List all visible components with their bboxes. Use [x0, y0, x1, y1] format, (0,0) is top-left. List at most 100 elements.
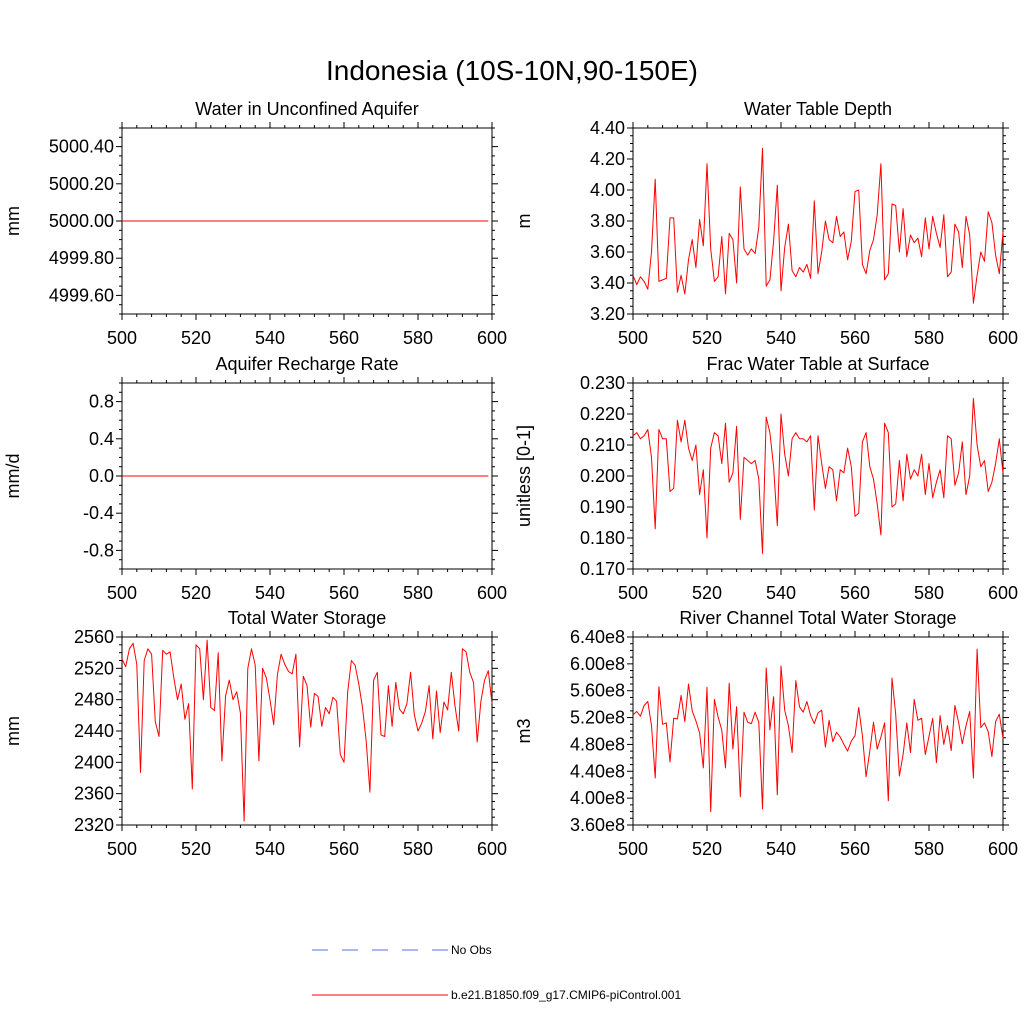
x-tick-label-water-in-unconfined-aquifer: 560: [329, 328, 359, 348]
x-tick-label-water-table-depth: 520: [692, 328, 722, 348]
y-tick-label-water-table-depth: 3.80: [590, 211, 625, 231]
y-tick-label-aquifer-recharge-rate: -0.8: [83, 540, 114, 560]
y-axis-label-water-table-depth: m: [514, 214, 534, 229]
chart-title-aquifer-recharge-rate: Aquifer Recharge Rate: [215, 354, 398, 374]
x-tick-label-total-water-storage: 500: [107, 839, 137, 859]
series-line-river-channel-total-water-storage: [632, 648, 1004, 813]
y-tick-label-frac-water-table-at-surface: 0.230: [580, 373, 625, 393]
chart-title-frac-water-table-at-surface: Frac Water Table at Surface: [706, 354, 929, 374]
y-tick-label-water-table-depth: 4.20: [590, 149, 625, 169]
y-tick-label-river-channel-total-water-storage: 5.20e8: [570, 708, 625, 728]
x-tick-label-river-channel-total-water-storage: 580: [914, 839, 944, 859]
y-tick-label-frac-water-table-at-surface: 0.170: [580, 559, 625, 579]
x-tick-label-aquifer-recharge-rate: 580: [403, 583, 433, 603]
y-axis-label-frac-water-table-at-surface: unitless [0-1]: [514, 425, 534, 527]
y-tick-label-frac-water-table-at-surface: 0.190: [580, 497, 625, 517]
chart-water-table-depth: Water Table Depth m 500 520 540 560 580 600 3.20…: [514, 99, 1018, 348]
y-tick-label-water-in-unconfined-aquifer: 4999.60: [49, 285, 114, 305]
y-tick-label-aquifer-recharge-rate: 0.8: [89, 392, 114, 412]
y-axis-label-total-water-storage: mm: [3, 716, 23, 746]
y-tick-label-water-table-depth: 3.40: [590, 273, 625, 293]
x-tick-label-water-in-unconfined-aquifer: 600: [477, 328, 507, 348]
y-tick-label-total-water-storage: 2480: [74, 690, 114, 710]
y-tick-label-river-channel-total-water-storage: 4.80e8: [570, 734, 625, 754]
legend: No Obs b.e21.B1850.f09_g17.CMIP6-piContr…: [312, 943, 681, 1002]
series-line-frac-water-table-at-surface: [632, 398, 1004, 554]
x-tick-label-frac-water-table-at-surface: 580: [914, 583, 944, 603]
y-tick-label-river-channel-total-water-storage: 6.00e8: [570, 654, 625, 674]
x-tick-label-water-in-unconfined-aquifer: 580: [403, 328, 433, 348]
legend-label-no-obs: No Obs: [451, 943, 492, 957]
y-tick-label-water-in-unconfined-aquifer: 5000.00: [49, 211, 114, 231]
x-tick-label-frac-water-table-at-surface: 600: [988, 583, 1018, 603]
chart-frac-water-table-at-surface: Frac Water Table at Surface unitless [0-1…: [514, 354, 1018, 603]
chart-title-water-table-depth: Water Table Depth: [744, 99, 892, 119]
x-tick-label-river-channel-total-water-storage: 560: [840, 839, 870, 859]
plot-frame-total-water-storage: [121, 636, 493, 826]
page-title: Indonesia (10S-10N,90-150E): [326, 55, 698, 86]
y-tick-label-total-water-storage: 2320: [74, 815, 114, 835]
y-tick-label-water-in-unconfined-aquifer: 4999.80: [49, 248, 114, 268]
x-tick-label-total-water-storage: 560: [329, 839, 359, 859]
chart-river-channel-total-water-storage: River Channel Total Water Storage m3 500 52…: [514, 608, 1018, 859]
y-tick-label-total-water-storage: 2360: [74, 784, 114, 804]
y-tick-label-river-channel-total-water-storage: 4.40e8: [570, 761, 625, 781]
chart-aquifer-recharge-rate: Aquifer Recharge Rate mm/d 500 520 540 560 580…: [3, 354, 507, 603]
x-tick-label-river-channel-total-water-storage: 540: [766, 839, 796, 859]
x-tick-label-water-table-depth: 600: [988, 328, 1018, 348]
x-tick-label-river-channel-total-water-storage: 520: [692, 839, 722, 859]
x-tick-label-water-table-depth: 540: [766, 328, 796, 348]
plot-frame-frac-water-table-at-surface: [632, 382, 1004, 570]
y-tick-label-total-water-storage: 2560: [74, 627, 114, 647]
chart-title-water-in-unconfined-aquifer: Water in Unconfined Aquifer: [195, 99, 418, 119]
y-tick-label-river-channel-total-water-storage: 3.60e8: [570, 815, 625, 835]
x-tick-label-aquifer-recharge-rate: 540: [255, 583, 285, 603]
plot-frame-water-table-depth: [632, 127, 1004, 315]
x-tick-label-water-table-depth: 500: [618, 328, 648, 348]
x-tick-label-river-channel-total-water-storage: 500: [618, 839, 648, 859]
y-tick-label-frac-water-table-at-surface: 0.220: [580, 404, 625, 424]
y-tick-label-aquifer-recharge-rate: -0.4: [83, 503, 114, 523]
x-tick-label-river-channel-total-water-storage: 600: [988, 839, 1018, 859]
x-tick-label-water-in-unconfined-aquifer: 540: [255, 328, 285, 348]
x-tick-label-total-water-storage: 540: [255, 839, 285, 859]
y-axis-label-river-channel-total-water-storage: m3: [514, 718, 534, 743]
chart-title-river-channel-total-water-storage: River Channel Total Water Storage: [679, 608, 956, 628]
x-tick-label-water-in-unconfined-aquifer: 500: [107, 328, 137, 348]
y-tick-label-water-table-depth: 3.60: [590, 242, 625, 262]
y-tick-label-water-in-unconfined-aquifer: 5000.40: [49, 137, 114, 157]
y-tick-label-frac-water-table-at-surface: 0.180: [580, 528, 625, 548]
panels: Water in Unconfined Aquifer mm 500 520 540 56…: [3, 99, 1018, 859]
chart-title-total-water-storage: Total Water Storage: [228, 608, 386, 628]
x-tick-label-water-table-depth: 580: [914, 328, 944, 348]
y-tick-label-water-table-depth: 3.20: [590, 304, 625, 324]
x-tick-label-aquifer-recharge-rate: 600: [477, 583, 507, 603]
x-tick-label-aquifer-recharge-rate: 500: [107, 583, 137, 603]
y-tick-label-total-water-storage: 2440: [74, 721, 114, 741]
x-tick-label-frac-water-table-at-surface: 520: [692, 583, 722, 603]
y-tick-label-frac-water-table-at-surface: 0.210: [580, 435, 625, 455]
y-tick-label-total-water-storage: 2520: [74, 658, 114, 678]
y-tick-label-aquifer-recharge-rate: 0.4: [89, 429, 114, 449]
series-line-water-table-depth: [632, 147, 1004, 304]
y-tick-label-water-in-unconfined-aquifer: 5000.20: [49, 174, 114, 194]
chart-water-in-unconfined-aquifer: Water in Unconfined Aquifer mm 500 520 540 56…: [3, 99, 507, 348]
x-tick-label-water-table-depth: 560: [840, 328, 870, 348]
y-axis-label-aquifer-recharge-rate: mm/d: [3, 454, 23, 499]
y-tick-label-river-channel-total-water-storage: 6.40e8: [570, 627, 625, 647]
y-tick-label-frac-water-table-at-surface: 0.200: [580, 466, 625, 486]
x-tick-label-frac-water-table-at-surface: 500: [618, 583, 648, 603]
plot-frame-river-channel-total-water-storage: [632, 636, 1004, 826]
x-tick-label-total-water-storage: 520: [181, 839, 211, 859]
x-tick-label-total-water-storage: 600: [477, 839, 507, 859]
x-tick-label-frac-water-table-at-surface: 560: [840, 583, 870, 603]
x-tick-label-water-in-unconfined-aquifer: 520: [181, 328, 211, 348]
y-tick-label-water-table-depth: 4.40: [590, 118, 625, 138]
x-tick-label-aquifer-recharge-rate: 520: [181, 583, 211, 603]
y-tick-label-water-table-depth: 4.00: [590, 180, 625, 200]
x-tick-label-total-water-storage: 580: [403, 839, 433, 859]
y-tick-label-total-water-storage: 2400: [74, 752, 114, 772]
y-tick-label-river-channel-total-water-storage: 5.60e8: [570, 681, 625, 701]
